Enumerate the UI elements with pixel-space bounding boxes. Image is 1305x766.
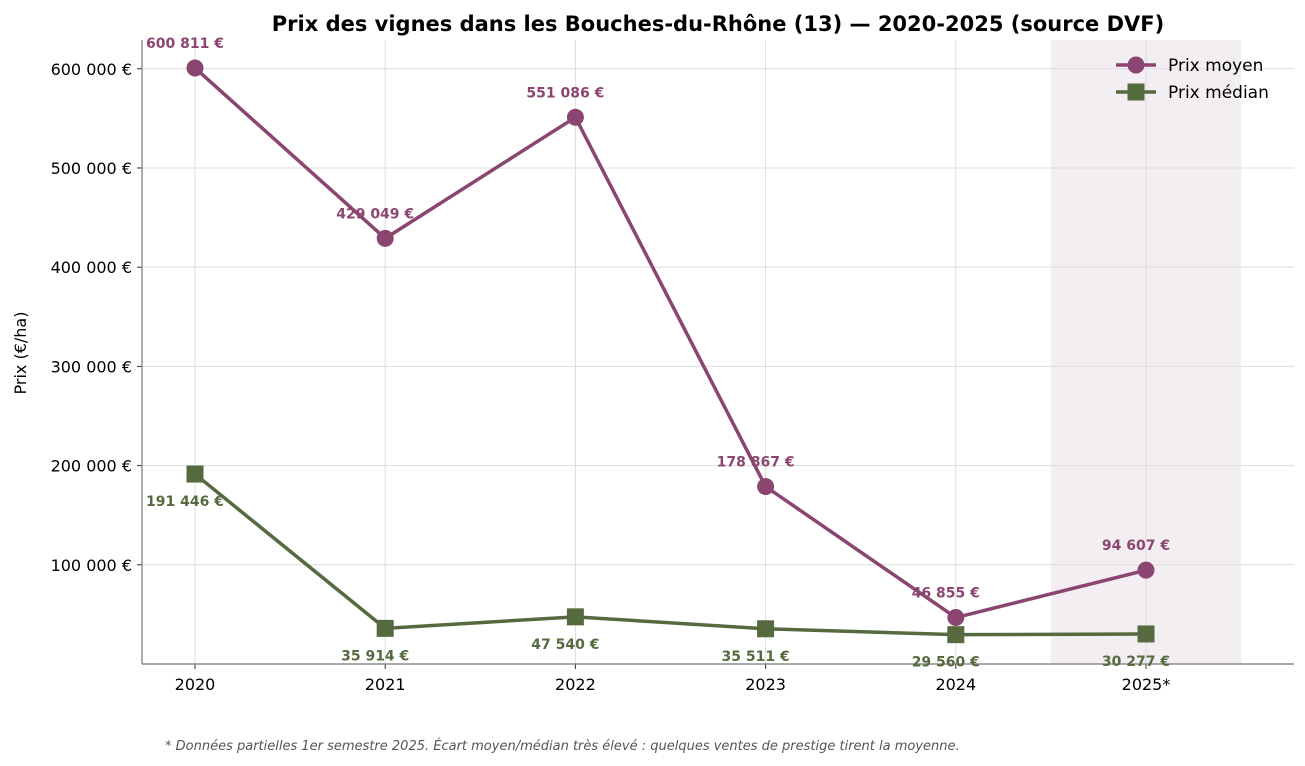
data-label: 600 811 € [146,36,224,52]
x-tick-label: 2023 [745,675,786,694]
x-tick-label: 2020 [175,675,216,694]
y-tick-label: 400 000 € [51,258,132,277]
data-point-circle [376,229,394,247]
data-point-square [757,620,775,638]
data-label: 35 914 € [341,648,409,664]
y-tick-label: 300 000 € [51,357,132,376]
data-label: 178 867 € [717,455,795,471]
data-point-square [1137,625,1155,643]
series-line-moyen [193,66,1147,620]
y-tick-label: 100 000 € [51,556,132,575]
x-tick-label: 2024 [935,675,976,694]
legend-label: Prix médian [1168,83,1269,103]
series-line-median [193,472,1147,637]
data-point-circle [566,108,584,126]
data-label: 94 607 € [1102,538,1170,554]
x-tick-label: 2021 [365,675,406,694]
legend-square-icon [1127,83,1145,101]
data-point-circle [757,478,775,496]
chart-title: Prix des vignes dans les Bouches-du-Rhôn… [272,12,1164,36]
data-label: 551 086 € [526,85,604,101]
data-point-circle [947,609,965,627]
data-point-square [376,619,394,637]
data-point-square [566,608,584,626]
data-point-circle [186,59,204,77]
y-tick-label: 500 000 € [51,159,132,178]
y-tick-label: 200 000 € [51,457,132,476]
data-label: 429 049 € [336,206,414,222]
legend-label: Prix moyen [1168,56,1263,76]
data-point-square [186,465,204,483]
y-tick-label: 600 000 € [51,60,132,79]
data-label: 191 446 € [146,494,224,510]
data-label: 35 511 € [721,649,789,665]
data-label: 29 560 € [912,655,980,671]
footnote: * Données partielles 1er semestre 2025. … [165,739,960,754]
data-label: 46 855 € [912,586,980,602]
y-axis-label: Prix (€/ha) [11,312,30,395]
data-point-circle [1137,561,1155,579]
data-label: 30 277 € [1102,654,1170,670]
legend-circle-icon [1127,56,1145,74]
data-point-square [947,626,965,644]
x-tick-label: 2025* [1122,675,1171,694]
x-tick-label: 2022 [555,675,596,694]
data-label: 47 540 € [531,637,599,653]
